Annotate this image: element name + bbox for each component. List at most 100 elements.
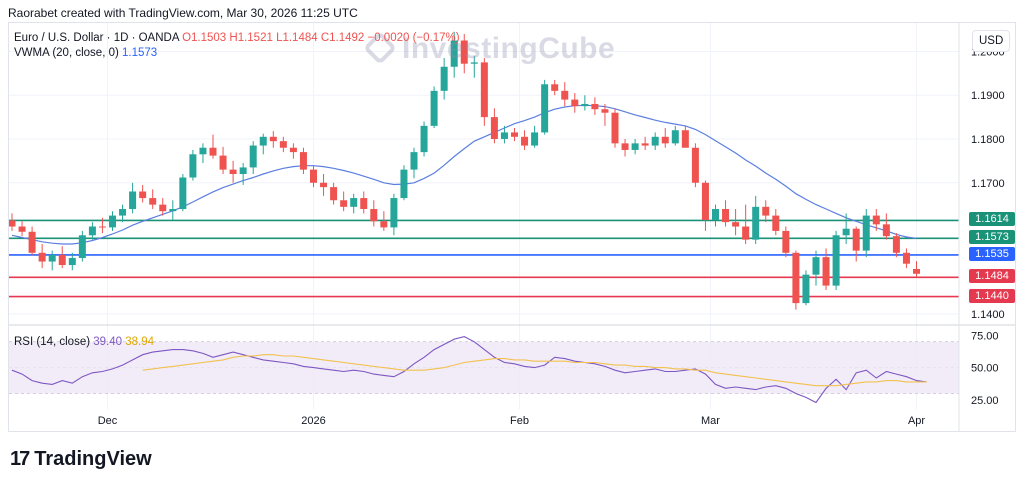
currency-button[interactable]: USD <box>972 30 1011 52</box>
candle <box>209 134 217 159</box>
candle <box>671 125 679 146</box>
candle-body <box>460 40 468 64</box>
vwma-series <box>11 104 917 245</box>
candle-body <box>179 177 187 210</box>
candle <box>541 79 549 135</box>
candle <box>320 174 328 196</box>
chart-legend[interactable]: Euro / U.S. Dollar · 1D · OANDA O1.1503 … <box>14 31 460 61</box>
candle <box>913 261 920 278</box>
candle-body <box>159 204 167 212</box>
candle-body <box>58 254 66 266</box>
vwma-value: 1.1573 <box>122 47 158 59</box>
price-tick-label: 1.1400 <box>971 309 1005 321</box>
candle <box>420 121 428 157</box>
rsi-legend[interactable]: RSI (14, close) 39.40 38.94 <box>14 336 154 348</box>
candle-body <box>18 226 26 232</box>
candle <box>350 193 358 214</box>
candle <box>832 230 840 290</box>
candle-body <box>531 132 539 146</box>
candle <box>48 250 56 271</box>
candle-body <box>490 117 498 139</box>
candle <box>762 200 770 223</box>
candle-body <box>48 254 56 262</box>
candle-body <box>822 257 830 286</box>
candle-body <box>259 136 267 146</box>
candle <box>390 193 398 236</box>
candle <box>641 136 649 150</box>
candle-body <box>872 215 880 225</box>
candle-body <box>430 90 438 126</box>
candle <box>872 209 880 231</box>
candle-body <box>762 206 770 216</box>
tradingview-brand: 17 TradingView <box>10 448 152 471</box>
candle <box>239 163 247 185</box>
candle-body <box>98 226 106 228</box>
candle <box>410 147 418 179</box>
vwma-label[interactable]: VWMA (20, close, 0) <box>14 47 119 59</box>
candle <box>9 213 16 231</box>
candle-body <box>581 103 589 107</box>
candle-body <box>782 230 790 253</box>
symbol-title[interactable]: Euro / U.S. Dollar · 1D · OANDA <box>14 32 179 44</box>
candle-body <box>360 198 368 210</box>
candle <box>129 182 137 214</box>
candle <box>219 146 227 174</box>
candle-body <box>219 155 227 170</box>
candle <box>169 200 177 220</box>
candle-body <box>882 224 890 237</box>
candle <box>58 246 66 269</box>
candle <box>742 204 750 245</box>
candle <box>229 160 237 183</box>
candle <box>380 211 388 231</box>
candle <box>299 147 307 174</box>
candle <box>661 128 669 148</box>
price-levels <box>9 219 959 298</box>
candle <box>792 250 800 310</box>
candle-body <box>279 141 287 148</box>
candle-body <box>139 191 147 199</box>
vwma-row[interactable]: VWMA (20, close, 0) 1.1573 <box>14 46 460 61</box>
time-tick-label: Feb <box>510 415 529 427</box>
candle-body <box>78 235 86 259</box>
candle <box>450 31 458 78</box>
candle-body <box>440 66 448 91</box>
level-price-label: 1.1484 <box>969 269 1015 284</box>
candle-body <box>28 231 36 253</box>
candle <box>460 33 468 74</box>
rsi-tick-label: 50.00 <box>971 363 999 375</box>
candle-body <box>9 220 16 227</box>
candle <box>651 132 659 150</box>
brand-name: TradingView <box>34 448 152 470</box>
symbol-row[interactable]: Euro / U.S. Dollar · 1D · OANDA O1.1503 … <box>14 31 460 46</box>
candle-body <box>561 90 569 100</box>
candle-body <box>641 143 649 146</box>
candle <box>199 143 207 164</box>
candle-body <box>541 84 549 133</box>
candle-body <box>651 136 659 146</box>
candle <box>430 86 438 129</box>
rsi-label[interactable]: RSI (14, close) <box>14 336 91 348</box>
candle-body <box>450 40 458 67</box>
candle-body <box>189 154 197 178</box>
time-tick-label: Mar <box>701 415 720 427</box>
candle <box>370 200 378 227</box>
candle <box>581 95 589 111</box>
candle <box>480 58 488 126</box>
candle <box>249 141 257 174</box>
candle-body <box>521 136 529 146</box>
candle-body <box>812 257 820 275</box>
candlesticks <box>9 31 920 310</box>
candle-body <box>109 215 116 228</box>
rsi-tick-label: 75.00 <box>971 330 999 342</box>
candle <box>289 143 297 159</box>
candle-body <box>380 221 388 228</box>
candle <box>752 195 760 245</box>
candle <box>340 191 348 212</box>
candle <box>631 138 639 155</box>
chart-frame[interactable]: 1.2000 1.1900 1.1800 1.1700 1.1400 Dec 2026 Feb… <box>8 22 1016 432</box>
candle <box>701 180 709 231</box>
candle <box>571 93 579 113</box>
candle-body <box>249 145 257 168</box>
candle-body <box>500 132 508 139</box>
